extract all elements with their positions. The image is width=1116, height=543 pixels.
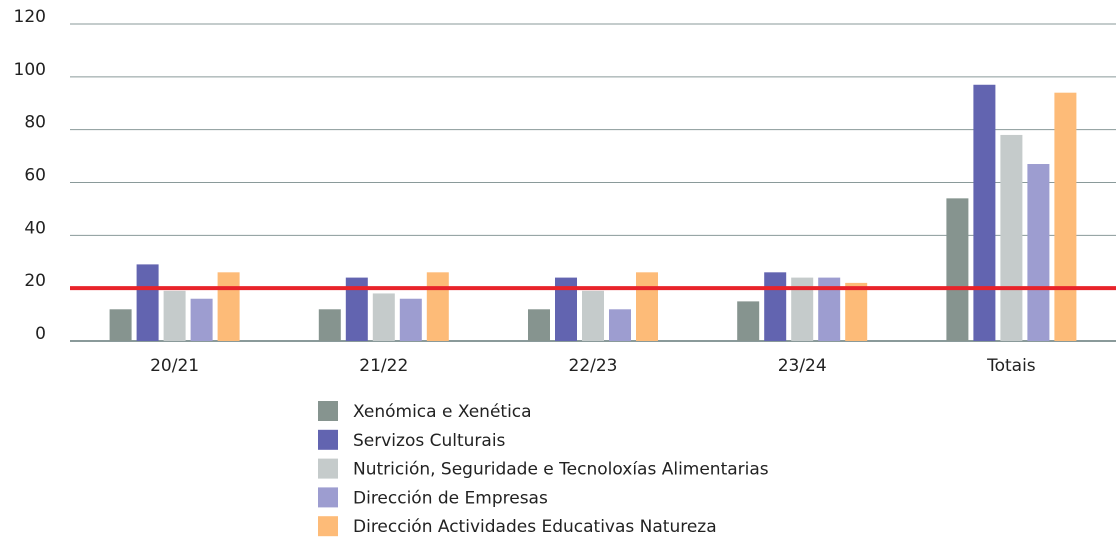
bar bbox=[764, 272, 787, 341]
bar bbox=[973, 84, 996, 341]
bar bbox=[318, 309, 341, 341]
bar bbox=[163, 290, 186, 341]
legend-label: Dirección Actividades Educativas Naturez… bbox=[353, 517, 717, 537]
bar bbox=[636, 272, 658, 341]
legend-swatch bbox=[318, 401, 338, 421]
bar bbox=[399, 298, 422, 341]
y-tick-label: 100 bbox=[14, 60, 46, 80]
bar bbox=[109, 309, 132, 341]
y-tick-label: 80 bbox=[24, 113, 46, 133]
legend-label: Xenómica e Xenética bbox=[353, 402, 532, 422]
bar bbox=[582, 290, 604, 341]
bar bbox=[845, 282, 868, 341]
legend-swatch bbox=[318, 429, 338, 450]
bar bbox=[946, 198, 969, 341]
bar bbox=[609, 309, 631, 341]
bar bbox=[1027, 164, 1050, 341]
bar bbox=[555, 277, 577, 341]
y-tick-label: 0 bbox=[35, 324, 46, 344]
bar bbox=[217, 272, 240, 341]
bar bbox=[1054, 92, 1077, 341]
x-tick-label: 20/21 bbox=[150, 356, 199, 376]
x-tick-label: 21/22 bbox=[359, 356, 408, 376]
legend-swatch bbox=[318, 487, 338, 508]
x-tick-label: 22/23 bbox=[569, 356, 618, 376]
bar bbox=[737, 301, 760, 341]
y-tick-label: 60 bbox=[24, 166, 46, 186]
legend-label: Dirección de Empresas bbox=[353, 488, 548, 508]
bar bbox=[372, 293, 395, 341]
bar bbox=[791, 277, 814, 341]
legend-label: Servizos Culturais bbox=[353, 431, 506, 451]
bar bbox=[1000, 134, 1023, 341]
y-tick-label: 20 bbox=[24, 271, 46, 291]
legend-swatch bbox=[318, 458, 338, 479]
legend-swatch bbox=[318, 516, 338, 537]
y-tick-label: 120 bbox=[14, 7, 46, 27]
bar bbox=[136, 264, 159, 341]
bar bbox=[190, 298, 213, 341]
legend-label: Nutrición, Seguridade e Tecnoloxías Alim… bbox=[353, 460, 769, 480]
bar bbox=[818, 277, 841, 341]
bar bbox=[528, 309, 550, 341]
bar bbox=[345, 277, 368, 341]
x-tick-label: Totais bbox=[986, 356, 1036, 376]
y-tick-label: 40 bbox=[24, 218, 46, 238]
bar bbox=[426, 272, 449, 341]
x-tick-label: 23/24 bbox=[778, 356, 827, 376]
